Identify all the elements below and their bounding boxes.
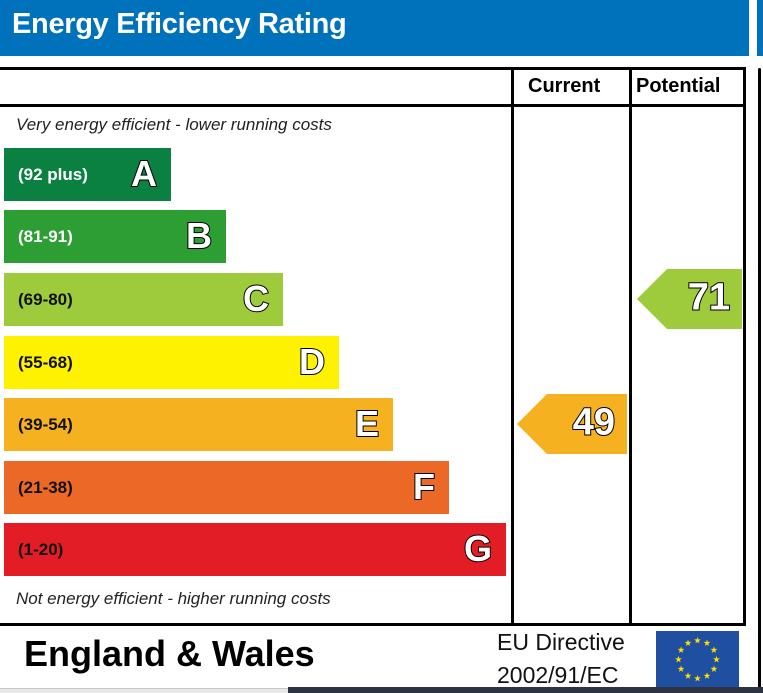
rating-bar-b: (81-91) B xyxy=(4,210,226,263)
eu-star xyxy=(684,639,692,646)
rating-range: (1-20) xyxy=(18,539,64,559)
header-bar-edge xyxy=(757,0,763,56)
eu-star xyxy=(694,636,701,644)
country-label: England & Wales xyxy=(24,633,315,674)
eu-star xyxy=(694,674,701,682)
current-column-divider xyxy=(511,67,514,623)
eu-star xyxy=(675,655,682,663)
rating-bar-c: (69-80) C xyxy=(4,273,283,326)
column-header-potential: Potential xyxy=(636,75,721,97)
rating-letter: D xyxy=(298,340,326,383)
rating-letter: E xyxy=(354,402,380,445)
eu-star xyxy=(713,655,720,663)
eu-star xyxy=(710,646,718,653)
rating-letter: C xyxy=(242,277,270,320)
bottom-strip-light xyxy=(0,688,288,693)
rating-range: (92 plus) xyxy=(18,164,88,184)
current-arrow-shape xyxy=(517,394,627,454)
header-bar: Energy Efficiency Rating xyxy=(0,0,749,56)
eu-flag-icon xyxy=(656,631,739,688)
eu-star xyxy=(703,639,711,646)
potential-column-divider xyxy=(629,67,632,623)
potential-rating-value: 71 xyxy=(687,276,731,320)
directive-line-2: 2002/91/EC xyxy=(497,662,619,688)
side-border xyxy=(758,68,761,693)
rating-letter: F xyxy=(412,465,436,508)
note-efficient: Very energy efficient - lower running co… xyxy=(16,115,332,134)
eu-star xyxy=(677,665,685,672)
eu-star xyxy=(703,672,711,679)
rating-letter: G xyxy=(463,527,493,570)
rating-table xyxy=(0,67,746,626)
rating-bar-f: (21-38) F xyxy=(4,461,449,514)
rating-bar-a: (92 plus) A xyxy=(4,148,171,201)
rating-bar-g: (1-20) G xyxy=(4,523,506,576)
rating-range: (55-68) xyxy=(18,352,73,372)
rating-letter: A xyxy=(130,152,158,195)
rating-bar-d: (55-68) D xyxy=(4,336,339,389)
directive-line-1: EU Directive xyxy=(497,629,625,655)
current-rating-value: 49 xyxy=(572,401,616,445)
rating-range: (69-80) xyxy=(18,289,73,309)
bottom-strip-dark xyxy=(288,687,763,693)
eu-directive: EU Directive 2002/91/EC xyxy=(497,626,625,692)
eu-star xyxy=(710,665,718,672)
rating-range: (39-54) xyxy=(18,414,73,434)
current-rating-arrow: 49 xyxy=(517,394,627,454)
column-header-current: Current xyxy=(528,75,601,97)
note-inefficient: Not energy efficient - higher running co… xyxy=(16,589,331,608)
page-title: Energy Efficiency Rating xyxy=(12,8,347,40)
rating-range: (81-91) xyxy=(18,226,73,246)
eu-star xyxy=(684,672,692,679)
potential-rating-arrow: 71 xyxy=(637,269,742,329)
rating-letter: B xyxy=(185,214,213,257)
header-row-divider xyxy=(0,104,746,107)
eu-star xyxy=(677,646,685,653)
potential-arrow-shape xyxy=(637,269,742,329)
rating-bar-e: (39-54) E xyxy=(4,398,393,451)
rating-range: (21-38) xyxy=(18,477,73,497)
